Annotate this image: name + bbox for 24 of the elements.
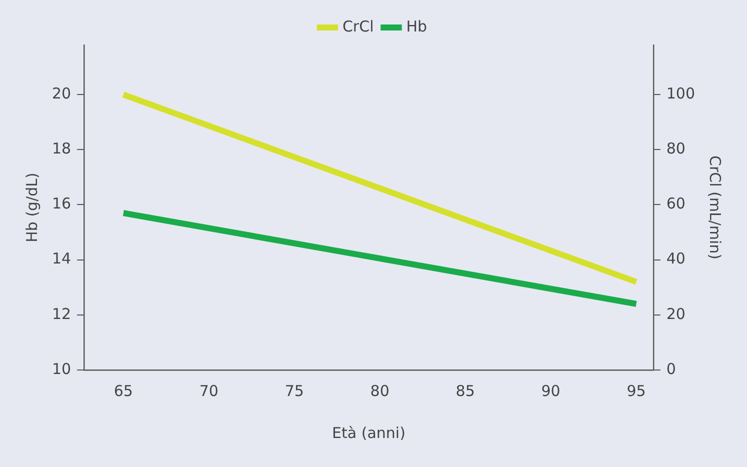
y2-axis-title: CrCl (mL/min): [706, 155, 724, 260]
x-tick-label: 70: [199, 382, 218, 400]
x-tick-label: 65: [114, 382, 133, 400]
y-axis-title: Hb (g/dL): [22, 172, 41, 242]
y2-tick-label: 0: [666, 360, 676, 378]
y-tick-label: 18: [52, 140, 72, 158]
x-tick-label: 95: [626, 382, 646, 400]
x-tick-label: 80: [370, 382, 390, 400]
y2-tick-label: 20: [666, 304, 686, 323]
y2-tick-label: 60: [666, 194, 686, 213]
y-tick-label: 16: [52, 194, 72, 213]
y2-tick-label: 80: [666, 140, 686, 158]
y-tick-label: 14: [52, 250, 72, 268]
y-tick-label: 12: [52, 304, 72, 323]
y-tick-label: 20: [52, 84, 72, 102]
legend-label: CrCl: [342, 17, 374, 36]
y2-tick-label: 100: [666, 84, 696, 102]
y-tick-label: 10: [52, 360, 72, 378]
x-tick-label: 85: [456, 382, 475, 400]
y2-tick-label: 40: [666, 250, 686, 268]
x-tick-label: 75: [284, 382, 304, 400]
x-axis-title: Età (anni): [332, 424, 406, 442]
legend-label: Hb: [406, 17, 428, 36]
x-tick-label: 90: [541, 382, 560, 400]
